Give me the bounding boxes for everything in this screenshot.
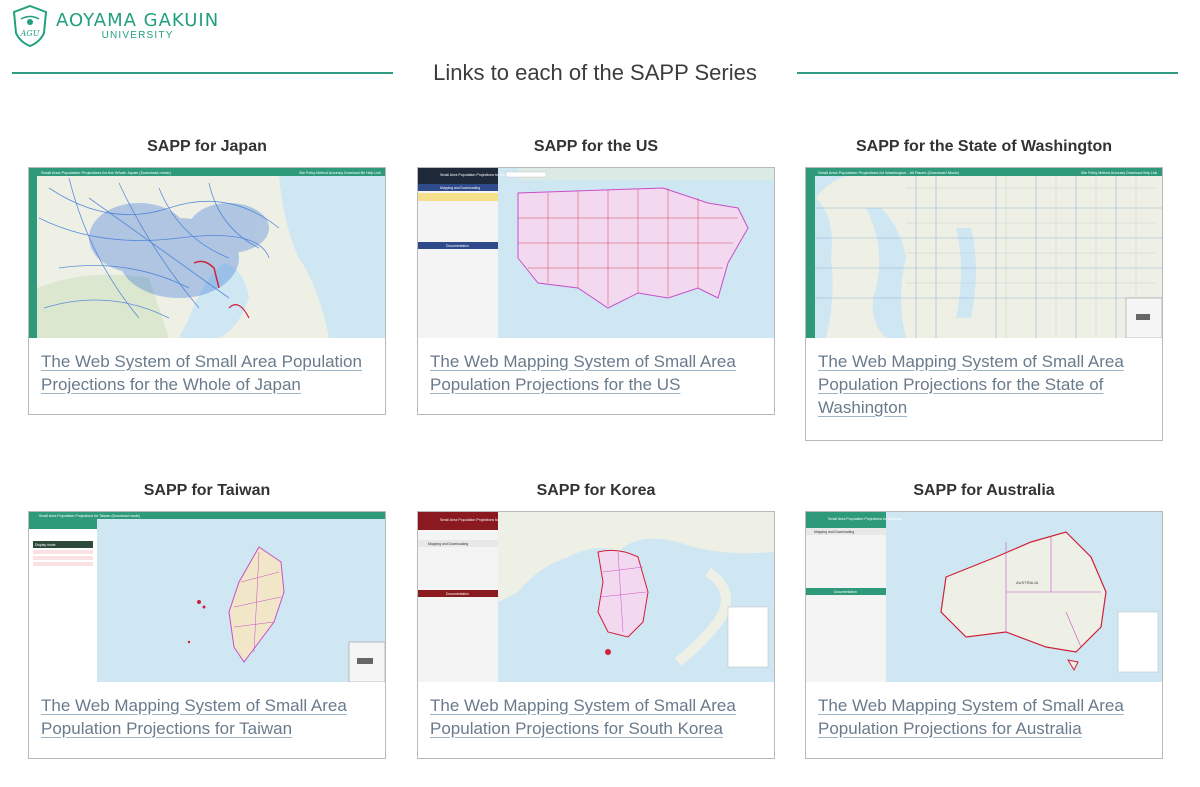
- map-thumbnail-us[interactable]: Small Area Population Projections for th…: [418, 168, 774, 338]
- title-rule-right: [796, 72, 1178, 74]
- thumb-section: Mapping and Downloading: [814, 530, 854, 534]
- thumb-banner: Small Area Population Projections for Au…: [828, 517, 902, 521]
- link-korea[interactable]: The Web Mapping System of Small Area Pop…: [430, 696, 736, 738]
- logo-name: AOYAMA GAKUIN: [56, 9, 220, 31]
- japan-map-image: Small Area Population Projections for th…: [29, 168, 385, 338]
- thumb-map-label: AUSTRALIA: [1016, 580, 1039, 585]
- card-heading: SAPP for Korea: [536, 482, 656, 499]
- map-thumbnail-japan[interactable]: Small Area Population Projections for th…: [29, 168, 385, 338]
- thumb-docs: Documentation: [834, 590, 857, 594]
- card-heading: SAPP for Australia: [913, 482, 1055, 499]
- crest-icon: AGU: [12, 5, 48, 47]
- map-thumbnail-korea[interactable]: Small Area Population Projections for So…: [418, 512, 774, 682]
- link-japan[interactable]: The Web System of Small Area Population …: [41, 352, 362, 394]
- thumb-nav: Site Policy Method Accuracy Download Hel…: [1081, 171, 1158, 175]
- map-thumbnail-taiwan[interactable]: Small Area Population Projections for Ta…: [29, 512, 385, 682]
- page-title: Links to each of the SAPP Series: [433, 60, 757, 85]
- card-japan: SAPP for Japan Small Area Population Pro…: [28, 135, 386, 415]
- thumb-banner: Small Area Population Projections for th…: [440, 173, 512, 177]
- australia-map-image: Small Area Population Projections for Au…: [806, 512, 1162, 682]
- thumb-nav: Site Policy Method Accuracy Download fil…: [299, 171, 381, 175]
- thumb-section: Mapping and Downloading: [428, 542, 468, 546]
- title-rule-left: [12, 72, 394, 74]
- card-korea: SAPP for Korea Small Area Population Pro…: [417, 479, 775, 759]
- svg-text:AGU: AGU: [20, 29, 40, 38]
- thumb-docs: Documentation: [446, 244, 469, 248]
- thumb-banner: Small Area Population Projections for Ta…: [39, 514, 140, 518]
- card-heading: SAPP for the State of Washington: [855, 138, 1112, 155]
- map-thumbnail-australia[interactable]: Small Area Population Projections for Au…: [806, 512, 1162, 682]
- map-thumbnail-washington[interactable]: Small Area Population Projections for Wa…: [806, 168, 1162, 338]
- thumb-banner: Small Area Population Projections for Wa…: [818, 170, 960, 175]
- us-map-image: Small Area Population Projections for th…: [418, 168, 774, 338]
- taiwan-map-image: Small Area Population Projections for Ta…: [29, 512, 385, 682]
- thumb-docs: Documentation: [446, 592, 469, 596]
- logo-subtitle: UNIVERSITY: [101, 29, 174, 41]
- card-heading: SAPP for Japan: [147, 138, 267, 155]
- thumb-banner: Small Area Population Projections for th…: [41, 170, 172, 175]
- card-taiwan: SAPP for Taiwan Small Area Population Pr…: [28, 479, 386, 759]
- thumb-banner: Small Area Population Projections for So…: [440, 518, 520, 522]
- link-washington[interactable]: The Web Mapping System of Small Area Pop…: [818, 352, 1124, 417]
- link-taiwan[interactable]: The Web Mapping System of Small Area Pop…: [41, 696, 347, 738]
- thumb-panel: Display mode: [35, 543, 56, 547]
- washington-map-image: Small Area Population Projections for Wa…: [806, 168, 1162, 338]
- link-australia[interactable]: The Web Mapping System of Small Area Pop…: [818, 696, 1124, 738]
- university-logo[interactable]: AGU AOYAMA GAKUIN UNIVERSITY: [12, 5, 219, 47]
- korea-map-image: Small Area Population Projections for So…: [418, 512, 774, 682]
- card-heading: SAPP for the US: [533, 138, 659, 155]
- card-heading: SAPP for Taiwan: [143, 482, 271, 499]
- card-washington: SAPP for the State of Washington Small A…: [805, 135, 1163, 441]
- thumb-section: Mapping and Downloading: [440, 186, 480, 190]
- section-title-row: Links to each of the SAPP Series: [12, 58, 1178, 88]
- link-us[interactable]: The Web Mapping System of Small Area Pop…: [430, 352, 736, 394]
- card-australia: SAPP for Australia Small Area Population…: [805, 479, 1163, 759]
- card-us: SAPP for the US Small Area Population Pr…: [417, 135, 775, 415]
